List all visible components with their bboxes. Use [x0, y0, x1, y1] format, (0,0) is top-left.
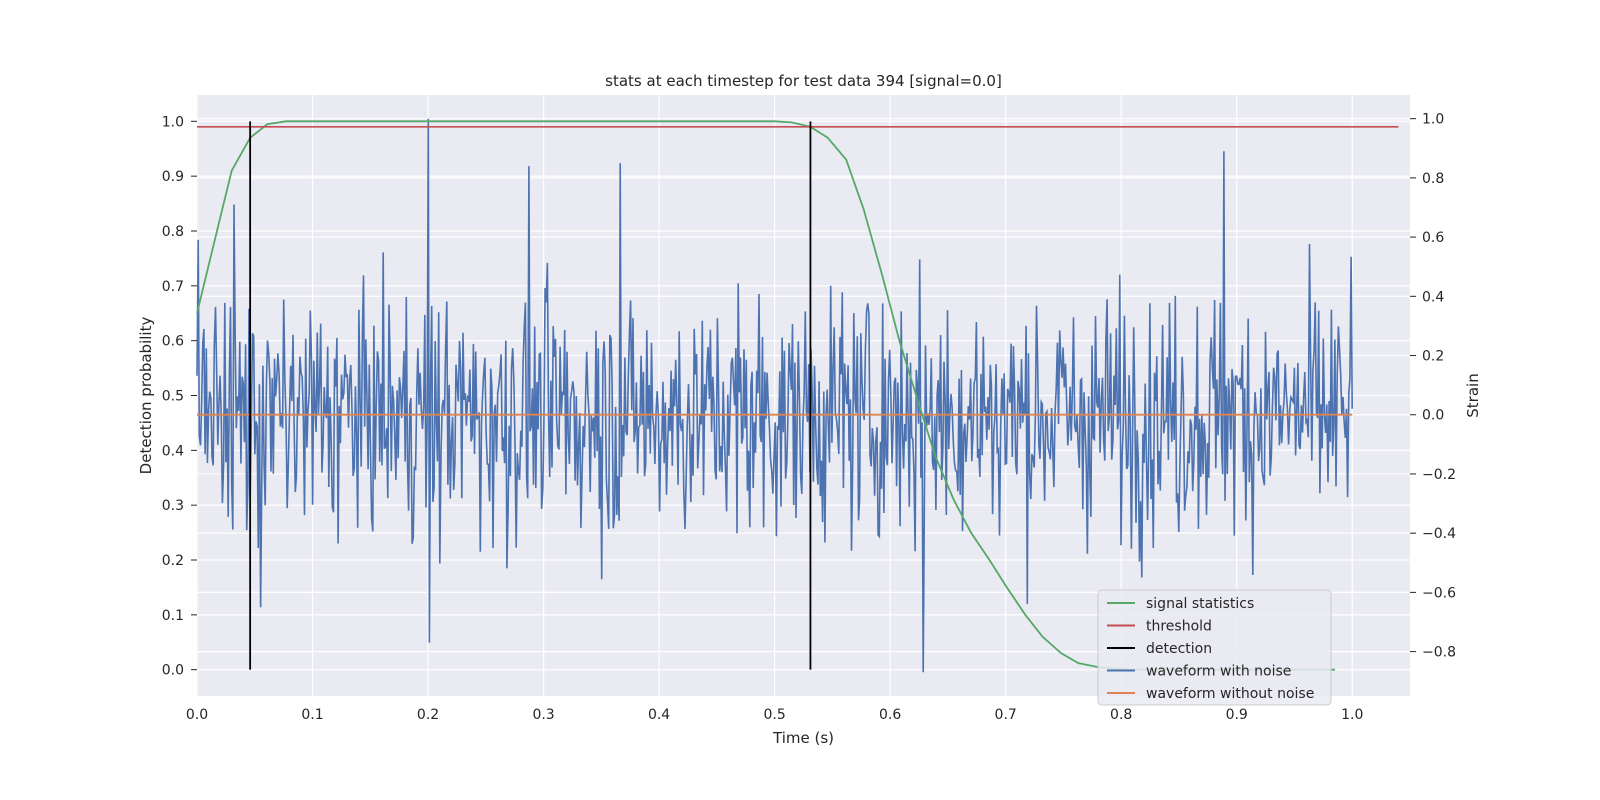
y-axis-label: Detection probability [137, 317, 155, 475]
legend-label: signal statistics [1146, 596, 1254, 612]
x-tick-label: 0.7 [995, 707, 1017, 723]
y-tick-label: 0.9 [162, 169, 184, 185]
legend-label: detection [1146, 641, 1212, 657]
y-right-tick-label: 0.4 [1422, 289, 1444, 305]
tick-labels: 0.0 0.1 0.2 0.3 0.4 0.5 0.6 0.7 0.8 0.9 1.0 0.0 0.1 0… [162, 112, 1456, 723]
y-tick-label: 0.4 [162, 443, 184, 459]
y-right-tick-label: 1.0 [1422, 112, 1444, 128]
x-tick-label: 0.0 [186, 707, 208, 723]
series-waveform-with-noise-line [196, 118, 1353, 673]
y-right-tick-label: −0.6 [1422, 585, 1456, 601]
legend: signal statistics threshold detection wavef… [1097, 589, 1332, 706]
y-tick-label: 0.3 [162, 498, 184, 514]
legend-box [1097, 589, 1332, 706]
y-right-tick-label: −0.8 [1422, 645, 1456, 661]
y-tick-label: 0.8 [162, 224, 184, 240]
legend-label: threshold [1146, 619, 1212, 635]
chart-title: stats at each timestep for test data 394… [605, 72, 1002, 90]
y-tick-label: 0.1 [162, 608, 184, 624]
legend-label: waveform without noise [1146, 686, 1314, 702]
y-tick-label: 0.5 [162, 389, 184, 405]
y-right-tick-label: −0.4 [1422, 526, 1456, 542]
x-tick-label: 0.6 [879, 707, 901, 723]
x-tick-label: 0.3 [532, 707, 554, 723]
y-tick-label: 1.0 [162, 114, 184, 130]
x-tick-label: 0.1 [301, 707, 323, 723]
series-layer [196, 118, 1399, 673]
x-tick-label: 0.8 [1110, 707, 1132, 723]
y-tick-label: 0.6 [162, 334, 184, 350]
y-tick-label: 0.0 [162, 663, 184, 679]
y-right-tick-label: 0.6 [1422, 230, 1444, 246]
x-tick-label: 0.5 [763, 707, 785, 723]
x-tick-label: 0.2 [417, 707, 439, 723]
y-tick-label: 0.7 [162, 279, 184, 295]
x-axis-label: Time (s) [772, 729, 834, 747]
series-signal-statistics-line [196, 120, 1335, 671]
y-right-tick-label: 0.8 [1422, 171, 1444, 187]
legend-label: waveform with noise [1146, 664, 1291, 680]
y-tick-label: 0.2 [162, 553, 184, 569]
x-tick-label: 0.4 [648, 707, 670, 723]
y-right-tick-label: 0.2 [1422, 349, 1444, 365]
y-right-tick-label: −0.2 [1422, 467, 1456, 483]
x-tick-label: 1.0 [1341, 707, 1363, 723]
x-tick-label: 0.9 [1226, 707, 1248, 723]
y-axis-right-label: Strain [1464, 373, 1482, 417]
y-right-tick-label: 0.0 [1422, 408, 1444, 424]
